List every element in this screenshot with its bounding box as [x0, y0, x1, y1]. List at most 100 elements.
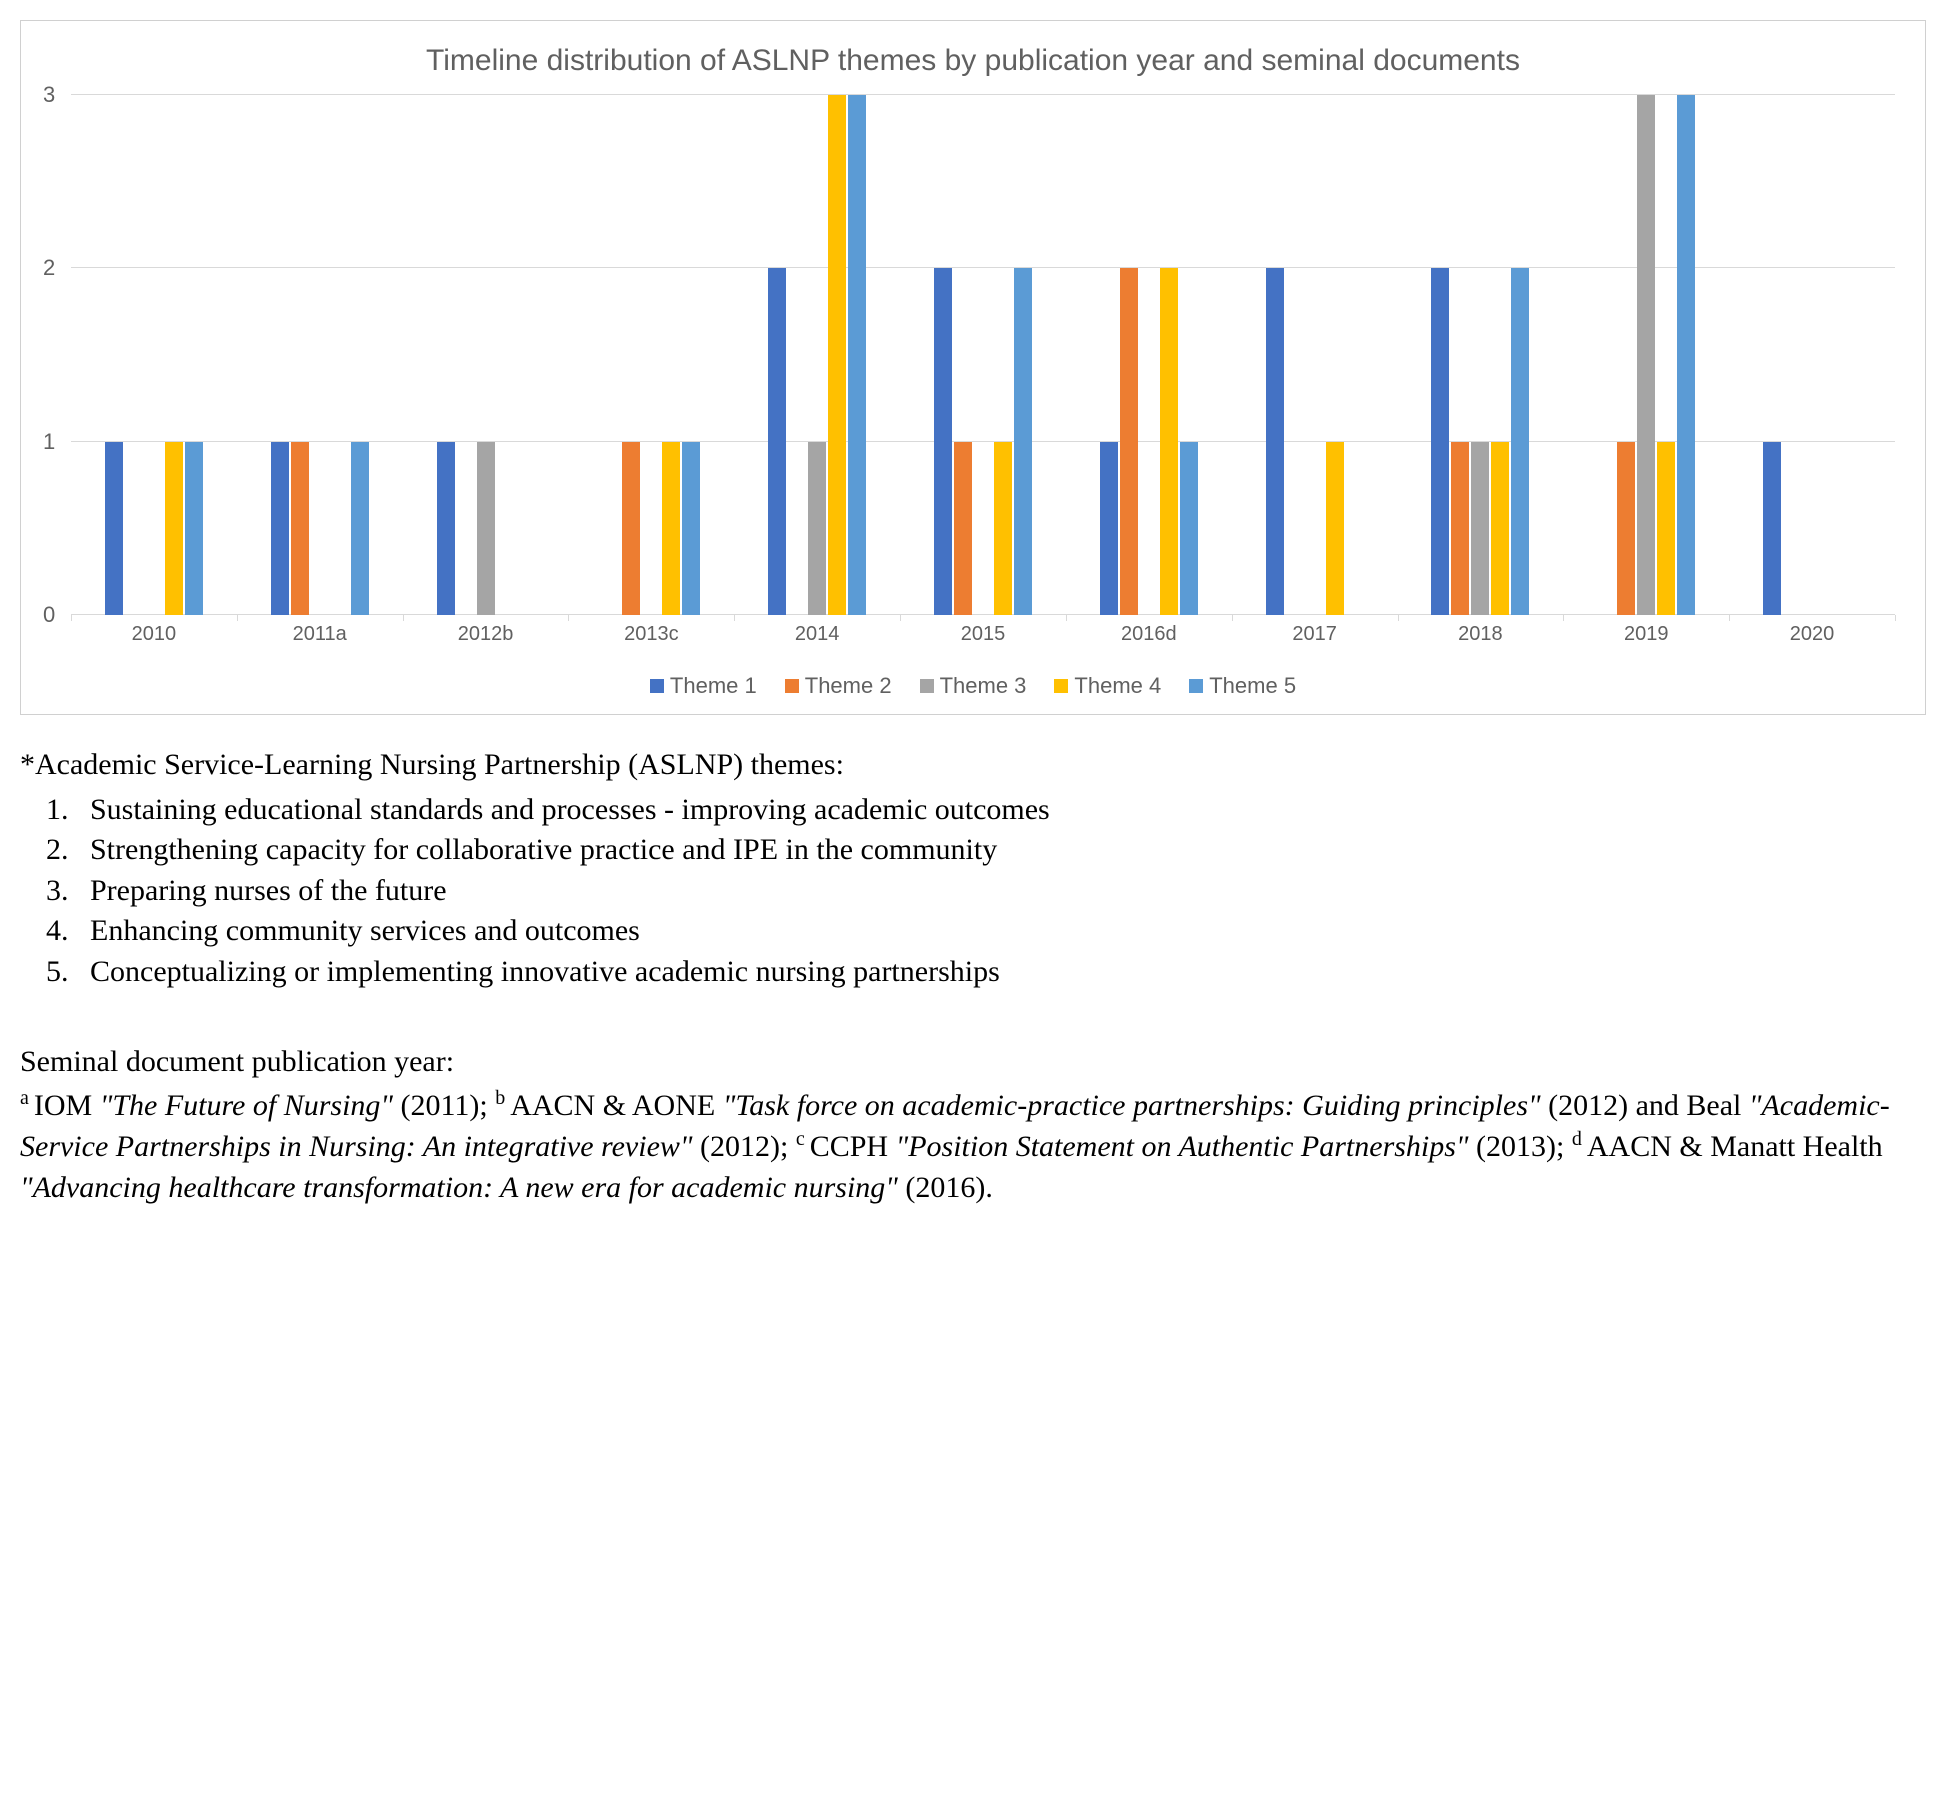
- bar: [1451, 442, 1469, 615]
- bar: [351, 442, 369, 615]
- bar: [1014, 268, 1032, 615]
- bar: [477, 442, 495, 615]
- x-tick-label: 2014: [734, 615, 900, 655]
- legend-swatch: [785, 679, 799, 693]
- legend-label: Theme 2: [805, 673, 892, 699]
- bar: [828, 95, 846, 615]
- legend-label: Theme 4: [1074, 673, 1161, 699]
- theme-item: Conceptualizing or implementing innovati…: [76, 952, 1926, 993]
- bar: [1100, 442, 1118, 615]
- x-tick: [71, 615, 72, 621]
- seminal-sup: d: [1572, 1128, 1587, 1150]
- bar: [1160, 268, 1178, 615]
- bar: [848, 95, 866, 615]
- x-tick-label: 2018: [1398, 615, 1564, 655]
- theme-item: Strengthening capacity for collaborative…: [76, 830, 1926, 871]
- bar: [1657, 442, 1675, 615]
- seminal-title: "The Future of Nursing": [100, 1089, 393, 1122]
- x-tick-label: 2016d: [1066, 615, 1232, 655]
- seminal-header: Seminal document publication year:: [20, 1042, 1926, 1083]
- y-tick-label: 2: [43, 255, 55, 281]
- x-tick: [1398, 615, 1399, 621]
- bar: [768, 268, 786, 615]
- year-group: [71, 95, 237, 615]
- y-tick-label: 0: [43, 602, 55, 628]
- legend-item: Theme 5: [1189, 673, 1296, 699]
- legend-item: Theme 4: [1054, 673, 1161, 699]
- legend-swatch: [1189, 679, 1203, 693]
- legend-swatch: [920, 679, 934, 693]
- x-tick-label: 2012b: [403, 615, 569, 655]
- x-tick-label: 2017: [1232, 615, 1398, 655]
- bar: [1266, 268, 1284, 615]
- bar: [291, 442, 309, 615]
- bar: [1677, 95, 1695, 615]
- seminal-sup: c: [796, 1128, 810, 1150]
- x-tick: [1563, 615, 1564, 621]
- x-tick-label: 2019: [1563, 615, 1729, 655]
- y-tick-label: 1: [43, 429, 55, 455]
- legend: Theme 1 Theme 2 Theme 3 Theme 4 Theme 5: [41, 673, 1905, 699]
- legend-swatch: [1054, 679, 1068, 693]
- x-tick: [1895, 615, 1896, 621]
- legend-item: Theme 3: [920, 673, 1027, 699]
- x-tick-label: 2020: [1729, 615, 1895, 655]
- legend-item: Theme 1: [650, 673, 757, 699]
- bar: [1326, 442, 1344, 615]
- year-group: [1066, 95, 1232, 615]
- bar: [954, 442, 972, 615]
- seminal-title: "Task force on academic-practice partner…: [723, 1089, 1541, 1122]
- bar: [1763, 442, 1781, 615]
- bar: [662, 442, 680, 615]
- x-tick: [1066, 615, 1067, 621]
- bar: [994, 442, 1012, 615]
- year-group: [1398, 95, 1564, 615]
- bar: [185, 442, 203, 615]
- seminal-title: "Advancing healthcare transformation: A …: [20, 1171, 898, 1204]
- bar: [271, 442, 289, 615]
- year-group: [237, 95, 403, 615]
- legend-swatch: [650, 679, 664, 693]
- legend-label: Theme 3: [940, 673, 1027, 699]
- x-tick-label: 2013c: [568, 615, 734, 655]
- themes-list: Sustaining educational standards and pro…: [76, 790, 1926, 993]
- year-group: [403, 95, 569, 615]
- bar: [1511, 268, 1529, 615]
- bar: [808, 442, 826, 615]
- x-tick: [568, 615, 569, 621]
- year-group: [1729, 95, 1895, 615]
- bar: [1637, 95, 1655, 615]
- year-group: [734, 95, 900, 615]
- x-tick: [403, 615, 404, 621]
- x-tick-label: 2015: [900, 615, 1066, 655]
- legend-item: Theme 2: [785, 673, 892, 699]
- bars-row: [71, 95, 1895, 615]
- bar: [1491, 442, 1509, 615]
- theme-item: Preparing nurses of the future: [76, 871, 1926, 912]
- year-group: [1232, 95, 1398, 615]
- theme-item: Enhancing community services and outcome…: [76, 911, 1926, 952]
- chart-title: Timeline distribution of ASLNP themes by…: [121, 41, 1825, 80]
- seminal-sup: b: [495, 1087, 510, 1109]
- seminal-title: "Position Statement on Authentic Partner…: [896, 1130, 1469, 1163]
- y-tick-label: 3: [43, 82, 55, 108]
- year-group: [900, 95, 1066, 615]
- bar: [1471, 442, 1489, 615]
- bar: [165, 442, 183, 615]
- chart-container: Timeline distribution of ASLNP themes by…: [20, 20, 1926, 715]
- year-group: [1563, 95, 1729, 615]
- x-tick: [1232, 615, 1233, 621]
- bar: [934, 268, 952, 615]
- plot-area: 0123 20102011a2012b2013c201420152016d201…: [71, 95, 1895, 655]
- bar: [1431, 268, 1449, 615]
- x-tick-label: 2010: [71, 615, 237, 655]
- bar: [682, 442, 700, 615]
- theme-item: Sustaining educational standards and pro…: [76, 790, 1926, 831]
- year-group: [568, 95, 734, 615]
- bar: [1120, 268, 1138, 615]
- bar: [622, 442, 640, 615]
- seminal-notes: Seminal document publication year: a IOM…: [20, 1042, 1926, 1208]
- x-tick: [1729, 615, 1730, 621]
- bar: [1617, 442, 1635, 615]
- x-tick: [900, 615, 901, 621]
